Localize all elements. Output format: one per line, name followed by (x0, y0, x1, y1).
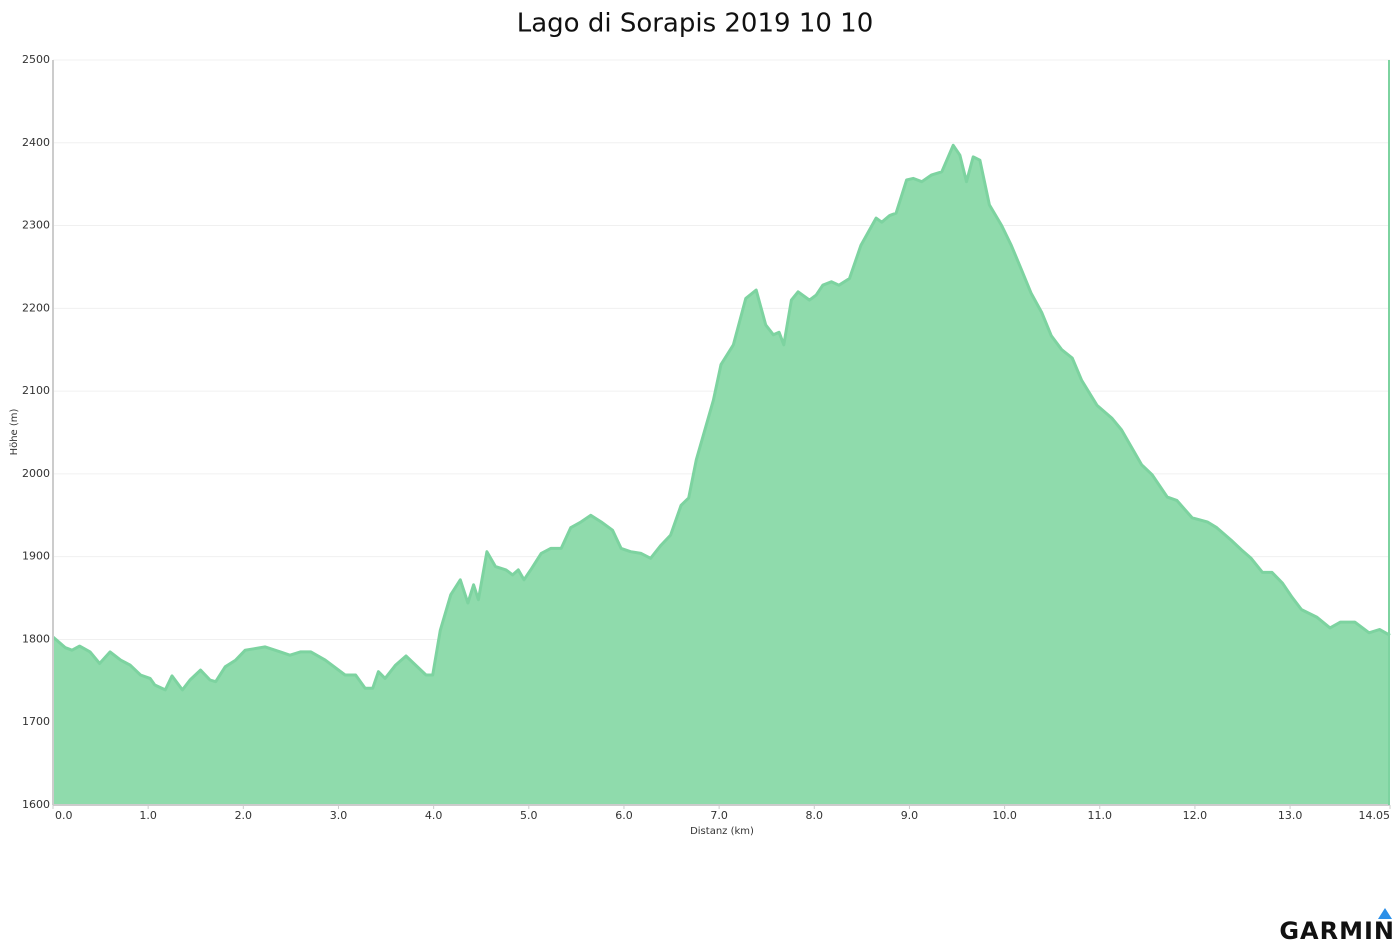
x-tick-label: 11.0 (1088, 809, 1113, 822)
x-tick-label: 13.0 (1278, 809, 1303, 822)
y-tick-label: 1600 (22, 798, 50, 811)
y-tick-label: 2100 (22, 384, 50, 397)
x-tick-label: 12.0 (1183, 809, 1208, 822)
x-tick-label: 10.0 (992, 809, 1017, 822)
x-tick-label: 2.0 (235, 809, 253, 822)
y-tick-label: 1900 (22, 550, 50, 563)
x-tick-label: 14.05 (1359, 809, 1391, 822)
y-tick-label: 1800 (22, 632, 50, 645)
x-tick-label: 5.0 (520, 809, 538, 822)
y-tick-label: 2400 (22, 136, 50, 149)
x-tick-label: 4.0 (425, 809, 443, 822)
x-tick-label: 7.0 (710, 809, 728, 822)
x-tick-label: 0.0 (55, 809, 73, 822)
area-line (52, 143, 1391, 692)
x-axis-label: Distanz (km) (690, 826, 754, 837)
chart-title: Lago di Sorapis 2019 10 10 (517, 9, 874, 39)
x-tick-label: 6.0 (615, 809, 633, 822)
x-tick-label: 8.0 (806, 809, 824, 822)
x-tick-label: 1.0 (139, 809, 157, 822)
logo-mark (1378, 908, 1392, 919)
y-tick-label: 2500 (22, 53, 50, 66)
y-tick-label: 2200 (22, 301, 50, 314)
y-axis-label: Höhe (m) (9, 408, 20, 455)
y-tick-label: 1700 (22, 715, 50, 728)
y-tick-label: 2000 (22, 467, 50, 480)
x-tick-label: 3.0 (330, 809, 348, 822)
area (53, 145, 1390, 806)
y-tick-label: 2300 (22, 219, 50, 232)
logo: GARMIN (1279, 917, 1395, 942)
x-tick-label: 9.0 (901, 809, 919, 822)
